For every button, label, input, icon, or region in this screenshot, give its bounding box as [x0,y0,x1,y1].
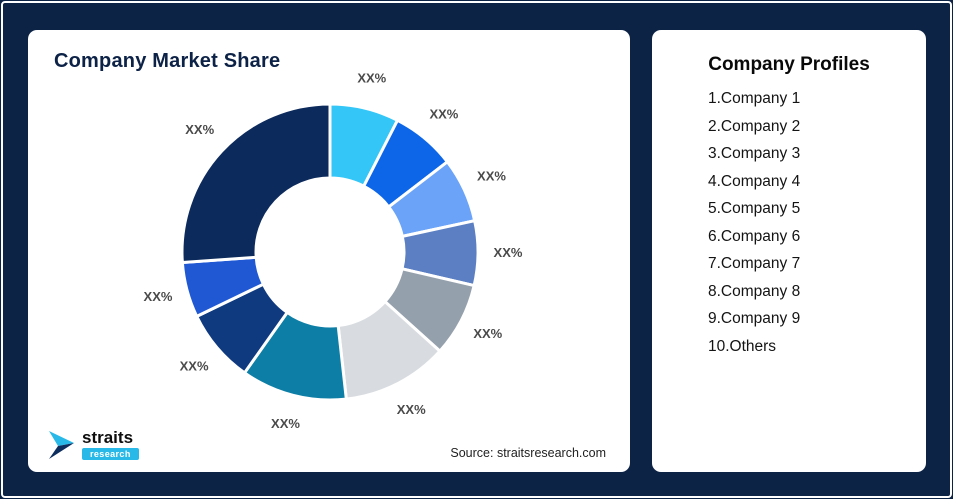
profiles-list: 1.Company 1 2.Company 2 3.Company 3 4.Co… [652,90,926,355]
segment-label: XX% [397,402,426,417]
segment-label: XX% [180,358,209,373]
donut-chart: XX% XX% XX% XX% XX% XX% XX% XX% XX% XX% [144,70,523,431]
list-item: 10.Others [708,337,777,355]
list-item: 4.Company 4 [708,172,801,190]
straits-logo-icon [49,430,74,459]
segment-label: XX% [494,245,523,260]
list-item: 6.Company 6 [708,227,801,245]
logo-subtitle: research [82,448,139,460]
list-item: 7.Company 7 [708,255,801,272]
source-note: Source: straitsresearch.com [450,446,606,460]
chart-title: Company Market Share [54,50,281,72]
segment-label: XX% [271,416,300,431]
segment-label: XX% [144,289,173,304]
list-item: 9.Company 9 [708,310,801,327]
segment-label: XX% [185,122,214,137]
company-profiles-card: Company Profiles 1.Company 1 2.Company 2… [652,30,926,472]
segment-label: XX% [477,169,506,184]
segment-label: XX% [473,326,502,341]
market-share-card: Company Market Share XX% XX% XX% XX% XX% XX% X… [28,30,630,472]
list-item: 2.Company 2 [708,117,801,135]
profiles-title: Company Profiles [708,54,870,75]
donut-segment [180,102,332,265]
logo-name: straits [82,428,134,447]
list-item: 5.Company 5 [708,200,801,217]
segment-label: XX% [357,70,386,85]
segment-label: XX% [429,107,458,122]
list-item: 1.Company 1 [708,90,801,107]
list-item: 3.Company 3 [708,145,801,162]
straits-research-logo: straits research [48,429,139,460]
logo-text: straits research [82,429,139,460]
list-item: 8.Company 8 [708,282,801,300]
